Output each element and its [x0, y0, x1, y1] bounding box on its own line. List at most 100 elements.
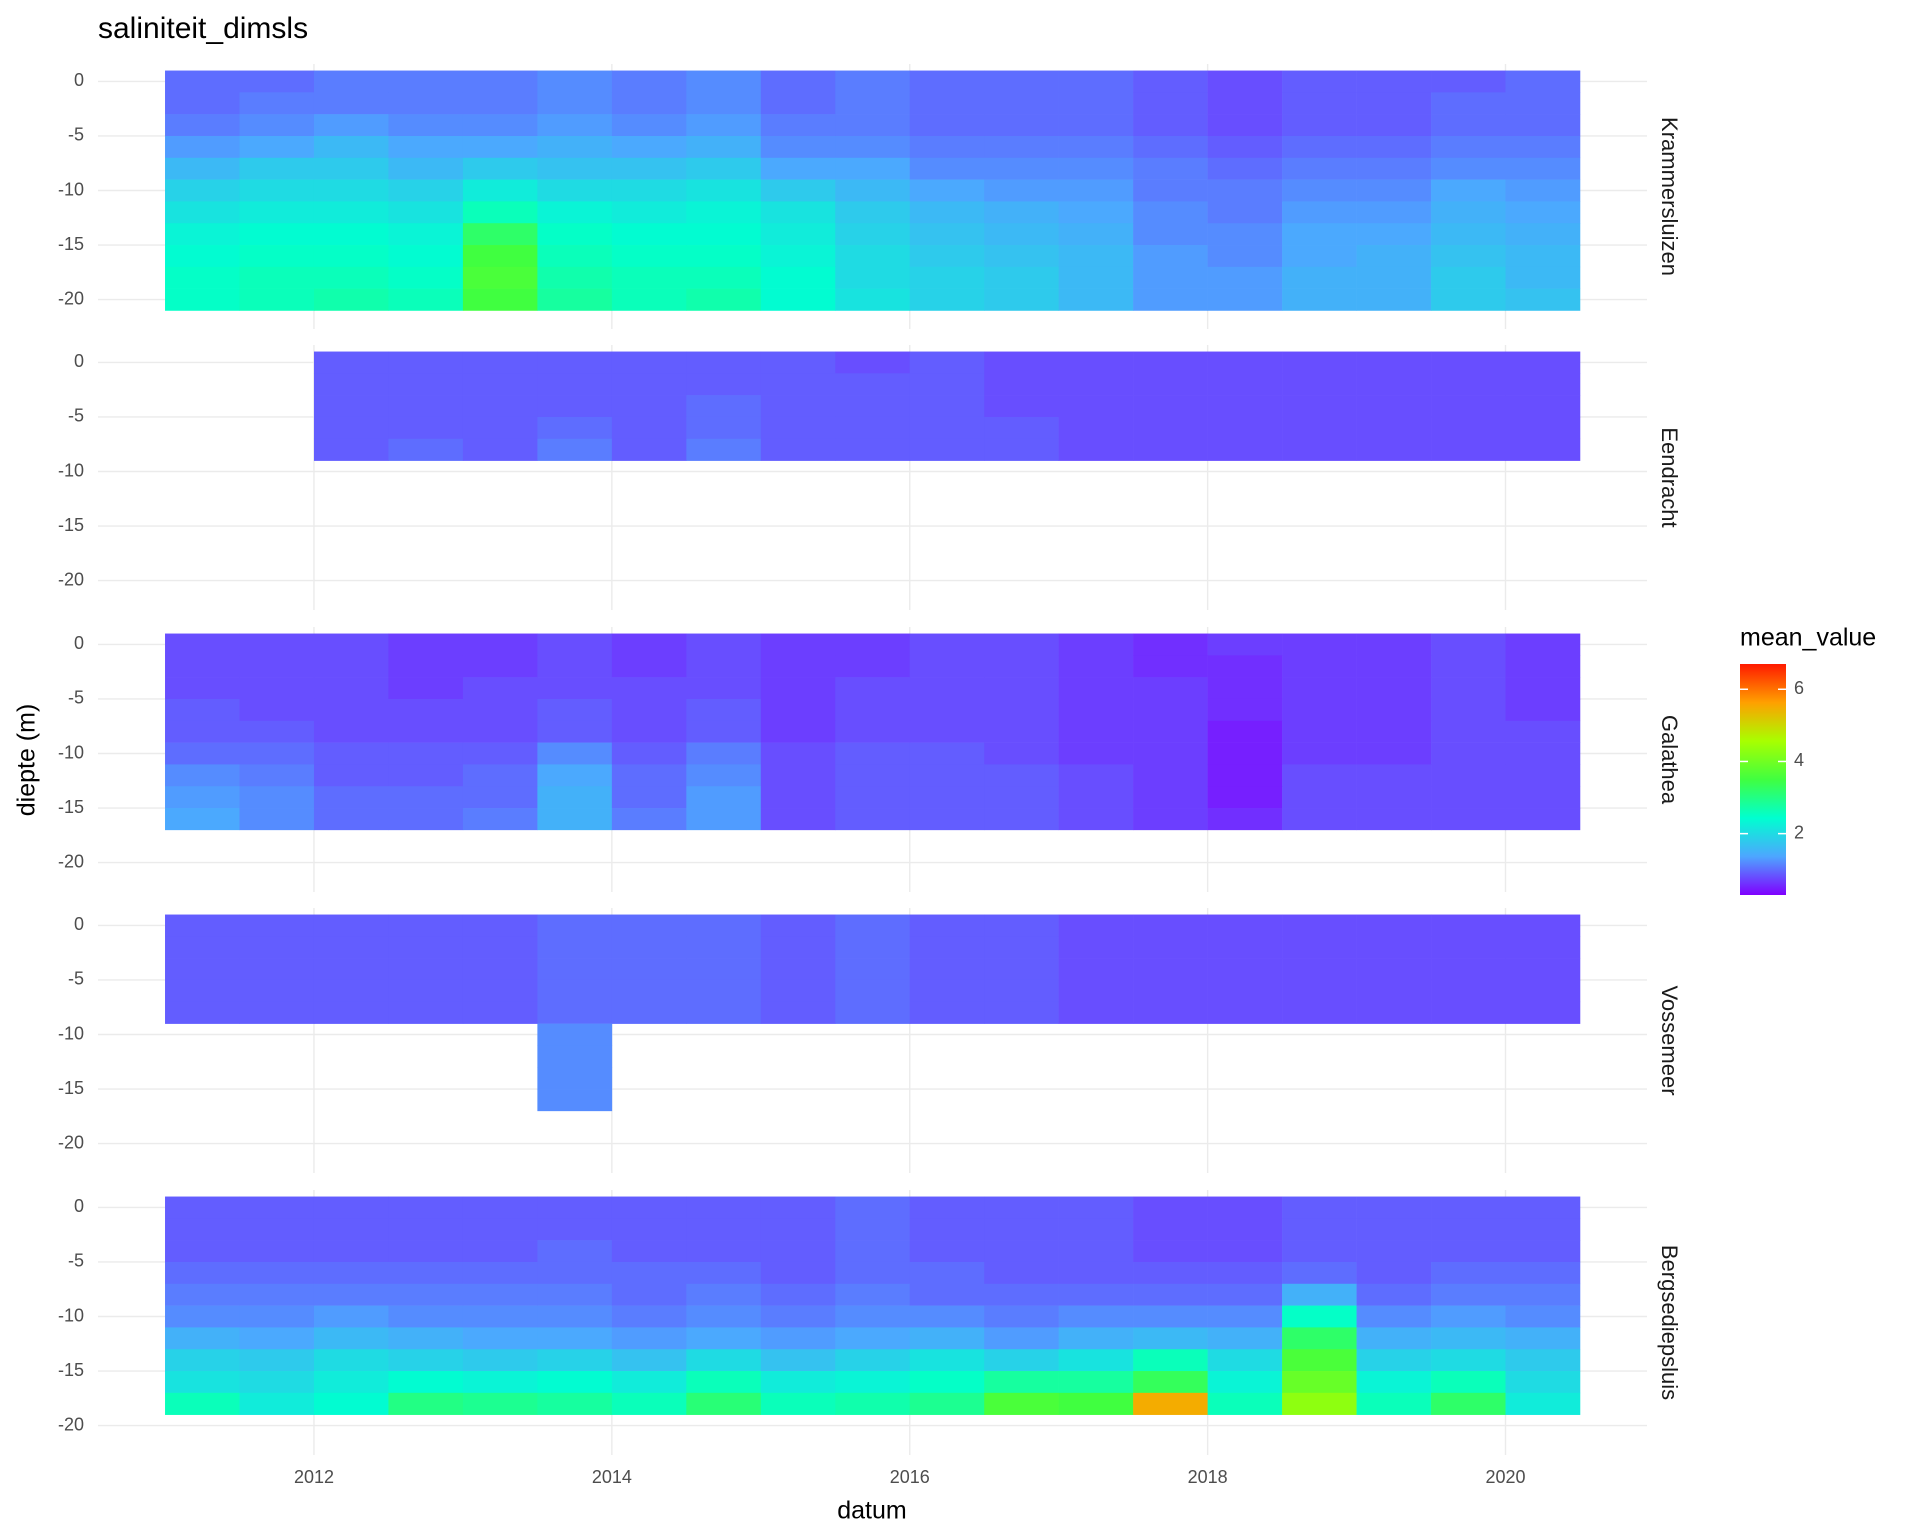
tile	[313, 1327, 389, 1350]
tile	[984, 266, 1059, 289]
tile	[1282, 288, 1357, 311]
tile	[1431, 764, 1506, 787]
tile	[1207, 223, 1283, 246]
tile	[760, 70, 836, 93]
tile	[984, 1283, 1059, 1306]
tile	[984, 351, 1059, 374]
tile	[1207, 1240, 1283, 1263]
tile	[760, 698, 836, 722]
tile	[313, 786, 389, 809]
tile	[239, 764, 315, 787]
tile	[1505, 720, 1581, 743]
tile	[1356, 1305, 1432, 1328]
tile	[835, 936, 911, 959]
tile	[1282, 1349, 1357, 1372]
tile	[1058, 114, 1134, 137]
tile	[462, 633, 538, 656]
y-tick-label: -10	[58, 460, 84, 480]
tile	[984, 720, 1059, 743]
x-tick-label: 2018	[1188, 1467, 1228, 1487]
tile	[1356, 179, 1432, 202]
tile	[835, 288, 911, 311]
tile	[686, 416, 762, 440]
tile	[1058, 223, 1134, 246]
tile	[1058, 808, 1134, 831]
y-tick-label: -20	[58, 569, 84, 589]
tile	[909, 92, 985, 115]
tile	[1207, 1305, 1283, 1328]
tile	[313, 979, 389, 1003]
tile	[165, 135, 240, 159]
tile	[984, 92, 1059, 115]
tile	[1058, 157, 1134, 180]
tile	[239, 936, 315, 959]
tile	[388, 395, 464, 418]
tile	[909, 677, 985, 700]
tile	[1058, 1196, 1134, 1219]
tile	[686, 179, 762, 202]
tile	[1207, 114, 1283, 137]
tile	[388, 416, 464, 440]
tile	[1133, 416, 1208, 440]
tile	[1133, 1218, 1208, 1241]
tile	[313, 633, 389, 656]
tile	[1133, 179, 1208, 202]
tile	[760, 351, 836, 374]
tile	[1133, 936, 1208, 959]
tile	[1505, 395, 1581, 418]
chart-title: saliniteit_dimsls	[98, 12, 308, 45]
tile	[611, 92, 687, 115]
tile	[313, 351, 389, 374]
tile	[165, 1218, 240, 1241]
tile	[462, 201, 538, 224]
tile	[537, 633, 613, 656]
tile	[1058, 266, 1134, 289]
tile	[239, 1392, 315, 1415]
tile	[909, 655, 985, 678]
tile	[835, 914, 911, 937]
tile	[388, 1327, 464, 1350]
tile	[1058, 179, 1134, 202]
tile	[835, 764, 911, 787]
tile	[1207, 720, 1283, 743]
tile	[537, 1305, 613, 1328]
tile	[1282, 764, 1357, 787]
tile	[909, 1196, 985, 1219]
tile	[686, 764, 762, 787]
tile	[537, 1349, 613, 1372]
tile	[388, 351, 464, 374]
tile	[1207, 1283, 1283, 1306]
tile	[1058, 351, 1134, 374]
tile	[239, 114, 315, 137]
tile	[388, 1196, 464, 1219]
tile	[909, 373, 985, 396]
tile	[1058, 373, 1134, 396]
facet-label: Vossemeer	[1657, 985, 1682, 1095]
tile	[611, 633, 687, 656]
tile	[1431, 245, 1506, 268]
tile	[388, 979, 464, 1003]
tile	[537, 416, 613, 440]
tile	[1058, 395, 1134, 418]
tile	[1505, 416, 1581, 440]
tile	[611, 1305, 687, 1328]
tile	[1133, 808, 1208, 831]
tile	[1356, 742, 1432, 765]
tile	[313, 395, 389, 418]
tile	[313, 1261, 389, 1285]
tile	[1282, 720, 1357, 743]
tile	[313, 1240, 389, 1263]
tile	[835, 373, 911, 396]
tile	[1505, 223, 1581, 246]
tile	[1282, 742, 1357, 765]
tile	[462, 1240, 538, 1263]
tile	[1282, 1001, 1357, 1024]
tile	[1356, 1371, 1432, 1394]
tile	[239, 266, 315, 289]
tile	[686, 438, 762, 461]
tile	[686, 914, 762, 937]
tile	[1431, 808, 1506, 831]
tile	[462, 1218, 538, 1241]
tile	[1356, 70, 1432, 93]
tile	[984, 1001, 1059, 1024]
